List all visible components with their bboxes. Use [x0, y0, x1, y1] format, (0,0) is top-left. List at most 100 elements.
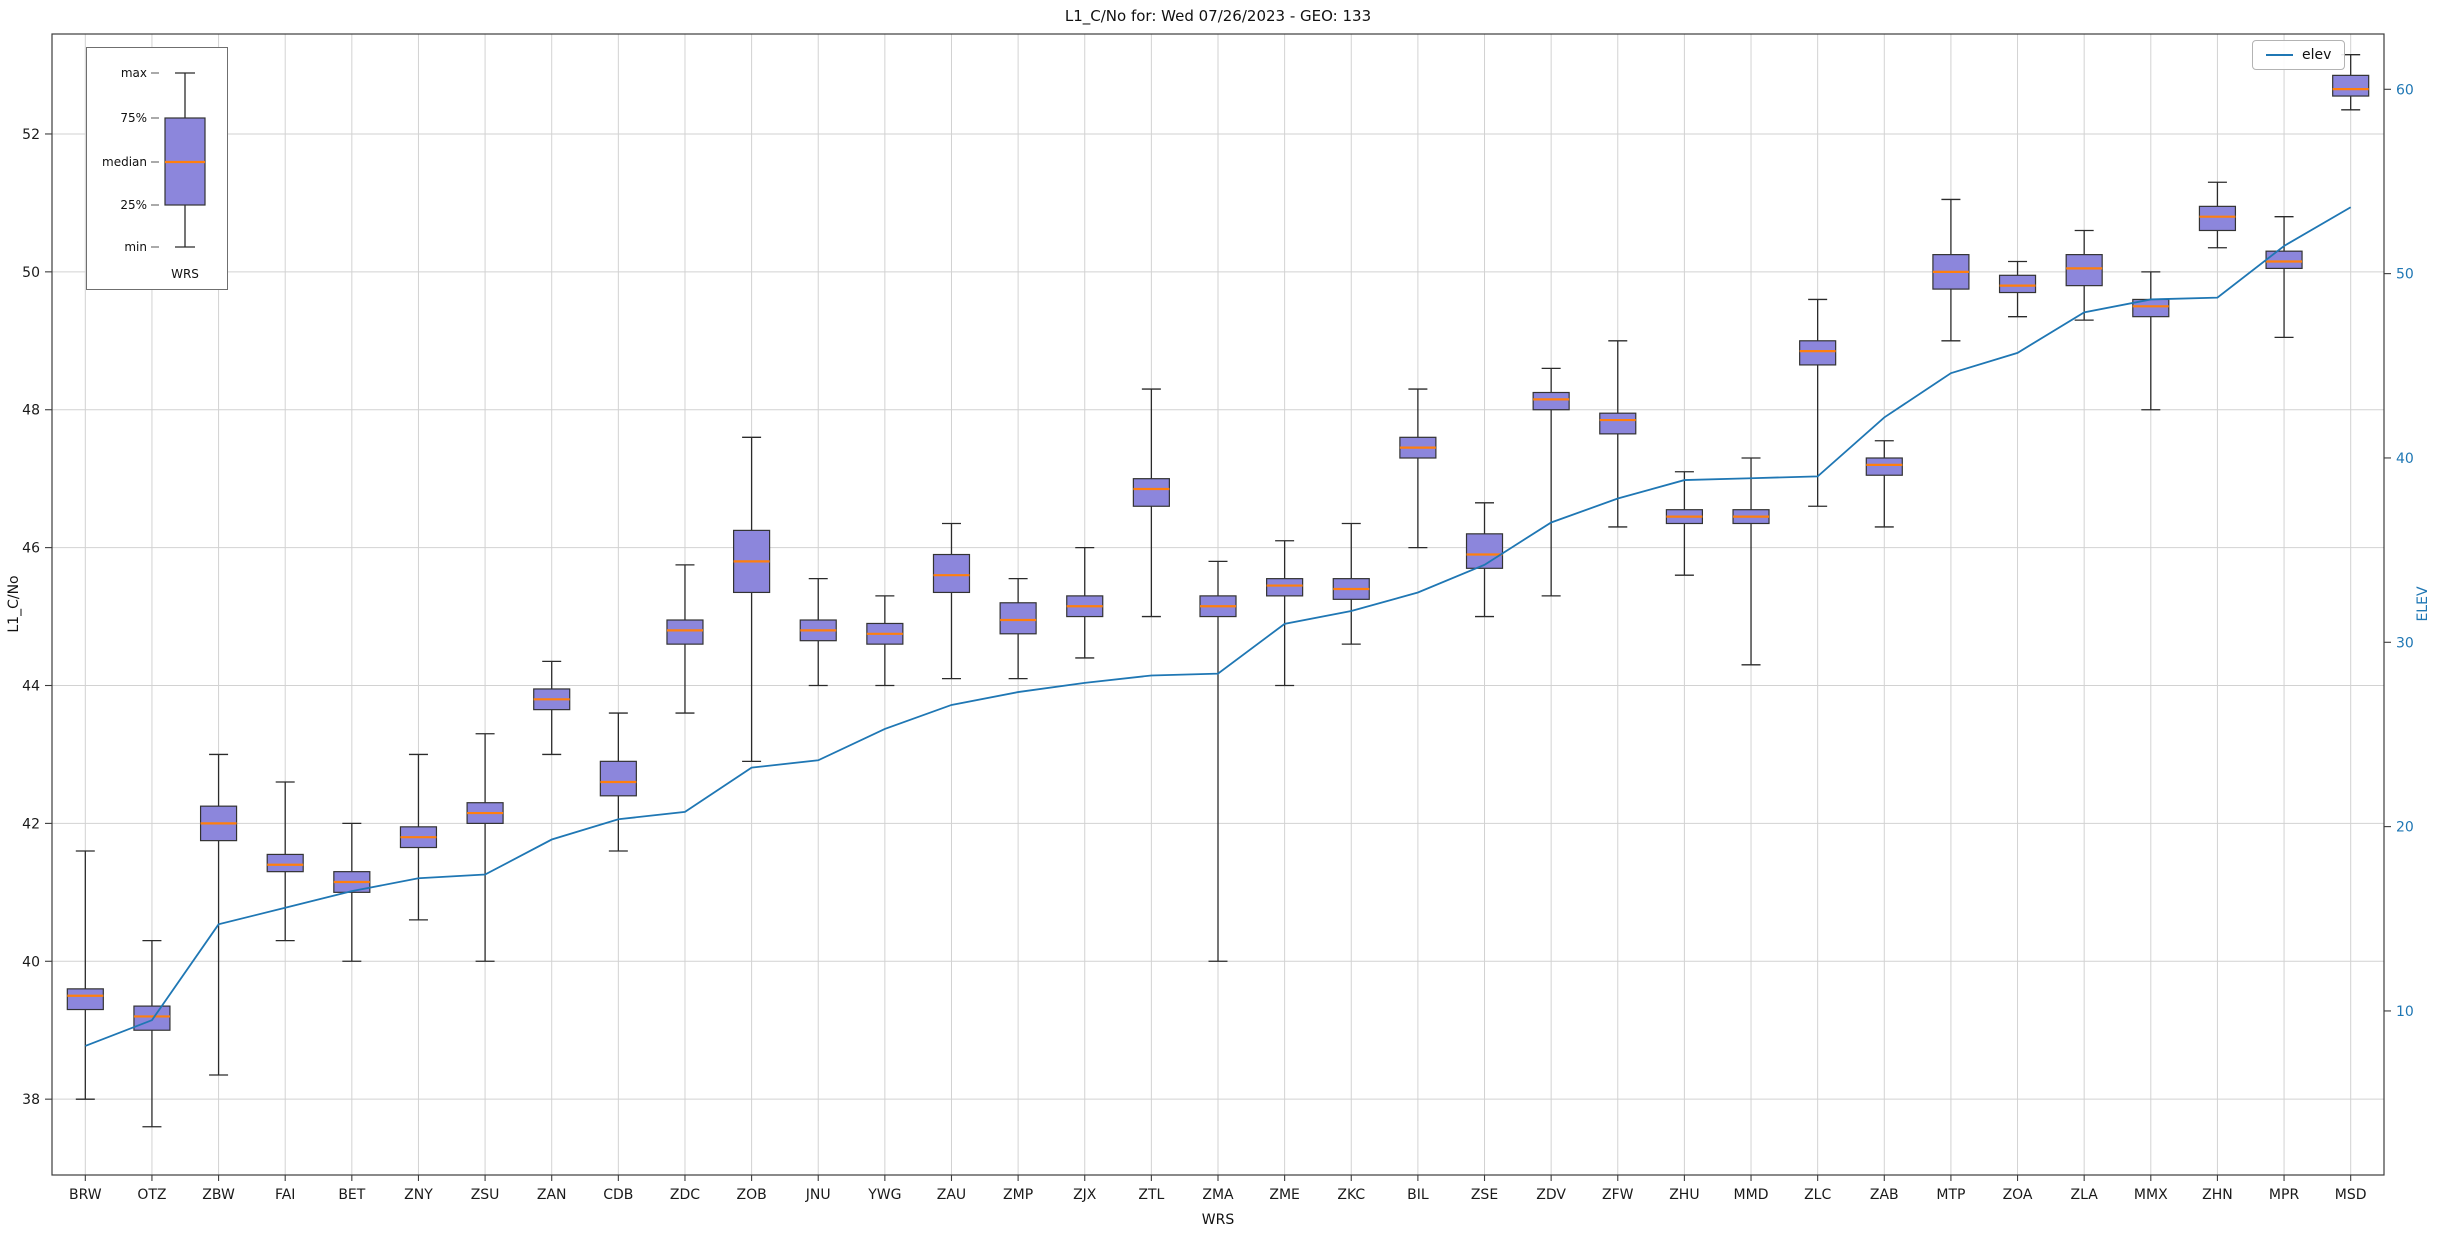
x-tick-label: ZMA [1202, 1187, 1234, 1203]
box-ZSU [466, 733, 504, 962]
y-left-tick-label: 42 [22, 816, 40, 832]
y-left-tick-label: 44 [22, 679, 40, 695]
y-right-tick-label: 60 [2396, 82, 2414, 98]
box-MMD [1732, 457, 1770, 666]
iqr-box [1532, 391, 1570, 411]
x-tick-label: ZSU [471, 1187, 500, 1203]
box-MTP [1932, 198, 1970, 342]
x-tick-label: MSD [2335, 1187, 2367, 1203]
y-right-tick-label: 50 [2396, 267, 2414, 283]
x-tick-label: MPR [2269, 1187, 2300, 1203]
box-ZKC [1332, 522, 1370, 645]
legend-label-elev: elev [2302, 47, 2332, 63]
iqr-box [599, 760, 637, 797]
x-tick-label: FAI [275, 1187, 295, 1203]
iqr-box [2198, 205, 2237, 232]
key-x-label: WRS [171, 267, 199, 281]
box-ZHU [1665, 471, 1704, 576]
box-ZFW [1599, 340, 1637, 528]
x-tick-label: YWG [867, 1187, 901, 1203]
y-left-tick-label: 38 [22, 1092, 40, 1108]
x-tick-label: ZNY [404, 1187, 433, 1203]
box-ZDC [666, 564, 704, 714]
key-label-min: min [124, 240, 147, 254]
elev-line [84, 206, 2352, 1047]
x-tick-label: BIL [1407, 1187, 1429, 1203]
x-tick-label: ZKC [1337, 1187, 1365, 1203]
x-tick-label: ZOA [2003, 1187, 2033, 1203]
box-ZAN [533, 660, 571, 756]
box-ZAB [1865, 440, 1903, 528]
iqr-box [999, 602, 1037, 635]
chart-title: L1_C/No for: Wed 07/26/2023 - GEO: 133 [1064, 7, 1372, 25]
x-tick-label: ZOB [736, 1187, 766, 1203]
boxplot-key-diagram: max 75% median 25% min WRS [102, 66, 206, 281]
iqr-box [1799, 340, 1837, 366]
y-left-tick-label: 40 [22, 954, 40, 970]
box-JNU [799, 577, 837, 687]
key-label-median: median [102, 155, 147, 169]
x-tick-label: BET [338, 1187, 365, 1203]
iqr-box [1865, 457, 1903, 476]
box-ZAU [932, 522, 971, 680]
box-ZHN [2198, 181, 2237, 249]
iqr-box [266, 853, 304, 873]
box-ZMP [999, 577, 1037, 680]
box-ZBW [199, 753, 238, 1076]
box-ZMA [1199, 560, 1237, 962]
iqr-box [1998, 274, 2037, 294]
box-ZLC [1799, 298, 1837, 507]
box-ZLA [2065, 229, 2103, 321]
box-ZSE [1465, 502, 1504, 618]
y-axis-left-label: L1_C/No [6, 575, 22, 633]
x-tick-label: ZAB [1870, 1187, 1899, 1203]
box-MSD [2332, 54, 2370, 111]
x-axis-label: WRS [1201, 1212, 1235, 1228]
y-axis-right-label: ELEV [2415, 586, 2431, 622]
iqr-box [1266, 578, 1304, 597]
legend: elev [2252, 40, 2346, 70]
x-tick-label: BRW [69, 1187, 102, 1203]
x-tick-label: ZHU [1669, 1187, 1699, 1203]
x-tick-label: ZAU [937, 1187, 966, 1203]
iqr-box [932, 553, 971, 594]
x-tick-label: ZJX [1073, 1187, 1097, 1203]
y-axis-right-ticks: 10 20 30 40 50 60 [2384, 82, 2414, 1020]
y-left-tick-label: 50 [22, 265, 40, 281]
x-tick-label: ZSE [1471, 1187, 1498, 1203]
y-right-tick-label: 10 [2396, 1004, 2414, 1020]
iqr-box [1599, 412, 1637, 435]
iqr-box [133, 1005, 171, 1031]
x-tick-label: ZDV [1536, 1187, 1566, 1203]
x-tick-label: ZBW [202, 1187, 235, 1203]
x-tick-label: ZDC [670, 1187, 700, 1203]
box-ZOB [732, 436, 771, 762]
x-tick-label: ZAN [537, 1187, 567, 1203]
box-FAI [266, 781, 304, 942]
iqr-box [1465, 533, 1504, 569]
boxplots [66, 54, 2370, 1128]
iqr-box [2265, 250, 2303, 270]
iqr-box [2065, 254, 2103, 287]
box-ZME [1266, 540, 1304, 687]
x-tick-label: ZME [1269, 1187, 1300, 1203]
boxplot-key-inset: max 75% median 25% min WRS [86, 47, 228, 290]
box-ZJX [1066, 546, 1104, 659]
x-tick-label: ZLA [2071, 1187, 2099, 1203]
x-tick-label: ZHN [2202, 1187, 2233, 1203]
box-ZDV [1532, 367, 1570, 597]
x-axis-ticks: BRW OTZ ZBW FAI BET ZNY ZSU ZAN CDB ZDC ZOB JNU YWG Z… [69, 1175, 2367, 1203]
box-ZTL [1132, 388, 1170, 618]
box-MMX [2132, 271, 2170, 411]
box-ZOA [1998, 260, 2037, 318]
iqr-box [1132, 478, 1170, 507]
key-label-max: max [121, 66, 147, 80]
iqr-box [66, 988, 104, 1011]
y-right-tick-label: 30 [2396, 635, 2414, 651]
y-left-tick-label: 52 [22, 127, 40, 143]
box-BET [333, 822, 371, 962]
box-OTZ [133, 939, 171, 1128]
iqr-box [2332, 74, 2370, 97]
x-tick-label: MTP [1936, 1187, 1965, 1203]
